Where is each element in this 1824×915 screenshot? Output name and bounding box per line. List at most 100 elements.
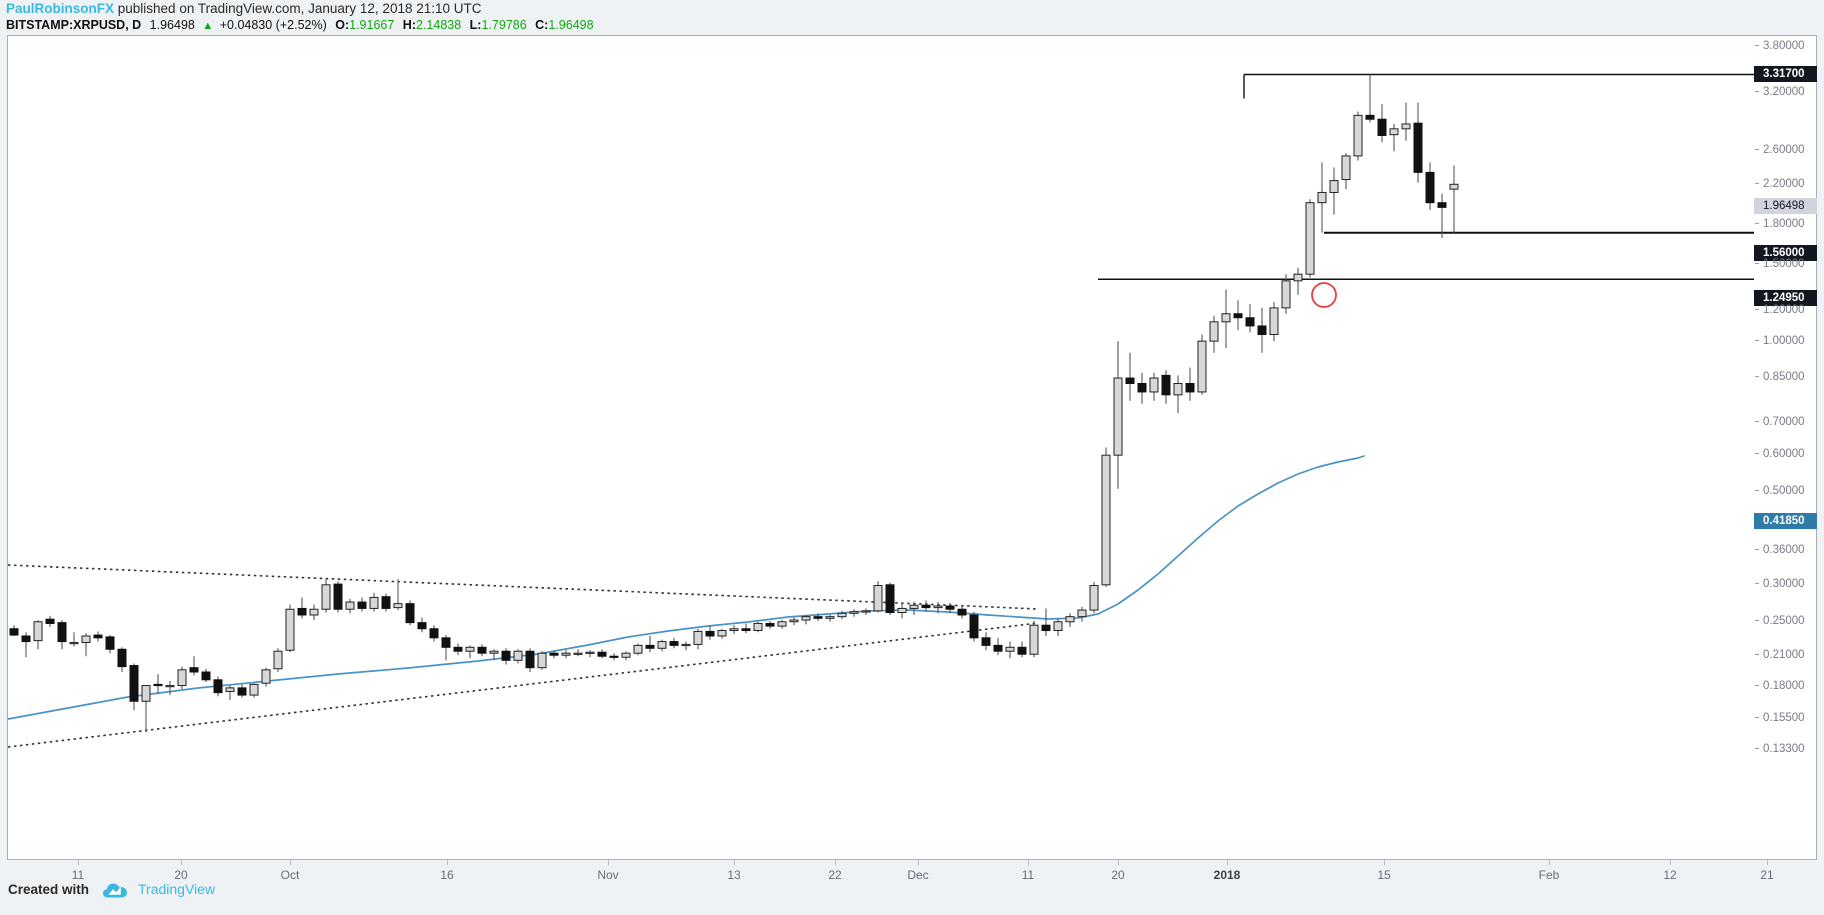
candle-body-down — [1017, 646, 1027, 655]
open-value: 1.91667 — [349, 18, 395, 32]
price-value: 3.20000 — [1763, 86, 1805, 98]
candle-body-down — [9, 628, 19, 636]
candle-body-down — [993, 644, 1003, 652]
candle-body-up — [1077, 609, 1087, 618]
candle-group — [9, 74, 1459, 733]
candlestick-svg — [8, 73, 1754, 748]
axis-tick-mark — [1755, 620, 1759, 621]
price-value: 0.25000 — [1763, 615, 1805, 627]
candle-body-up — [465, 646, 475, 652]
candle-body-up — [933, 605, 943, 609]
price-value: 0.13300 — [1763, 743, 1805, 755]
candle-body-down — [813, 616, 823, 619]
chart-plot-area[interactable] — [7, 35, 1754, 860]
candle-body-up — [621, 652, 631, 658]
candle-body-down — [333, 583, 343, 610]
moving-average-line — [8, 455, 1365, 720]
candle-body-down — [189, 667, 199, 673]
tradingview-brand-label[interactable]: TradingView — [138, 881, 216, 897]
candle-body-down — [501, 650, 511, 661]
price-axis-label: 0.15500 — [1754, 710, 1817, 726]
time-axis-label: 20 — [1111, 868, 1125, 882]
price-value: 1.56000 — [1763, 247, 1805, 259]
candle-body-up — [1305, 202, 1315, 275]
candle-body-up — [573, 652, 583, 655]
candle-body-down — [213, 679, 223, 694]
candle-body-down — [1245, 317, 1255, 327]
author-link[interactable]: PaulRobinsonFX — [6, 1, 114, 16]
candle-body-down — [1125, 377, 1135, 384]
time-axis-tick — [835, 860, 836, 865]
candle-body-up — [1329, 180, 1339, 193]
time-axis-label: 13 — [727, 868, 741, 882]
candle-body-down — [669, 641, 679, 646]
candle-body-up — [777, 621, 787, 627]
price-axis-label: 0.70000 — [1754, 414, 1817, 430]
price-axis-label: 3.80000 — [1754, 38, 1817, 54]
candle-body-down — [1413, 122, 1423, 173]
candle-body-down — [549, 652, 559, 656]
price-value: 0.50000 — [1763, 485, 1805, 497]
price-axis-label: 0.21000 — [1754, 647, 1817, 663]
price-value: 0.36000 — [1763, 544, 1805, 556]
candle-body-up — [261, 669, 271, 684]
candle-body-down — [969, 614, 979, 639]
time-axis-label: 20 — [174, 868, 188, 882]
candle-body-up — [1197, 340, 1207, 393]
candle-body-down — [237, 687, 247, 696]
candle-body-down — [1365, 114, 1375, 120]
price-axis-label: 1.80000 — [1754, 216, 1817, 232]
price-axis-label: 0.13300 — [1754, 741, 1817, 757]
symbol-label[interactable]: BITSTAMP:XRPUSD, D — [6, 18, 142, 32]
time-axis-tick — [1384, 860, 1385, 865]
price-value: 2.60000 — [1763, 144, 1805, 156]
candle-body-up — [1029, 624, 1039, 655]
time-axis-tick — [734, 860, 735, 865]
axis-tick-mark — [1755, 685, 1759, 686]
time-axis-tick — [1118, 860, 1119, 865]
axis-tick-mark — [1755, 453, 1759, 454]
close-value: 1.96498 — [548, 18, 594, 32]
candle-body-up — [1353, 114, 1363, 157]
candle-body-down — [453, 646, 463, 652]
price-axis-label-highlighted: 1.24950 — [1754, 290, 1817, 306]
candle-body-up — [1173, 382, 1183, 396]
candle-body-up — [825, 616, 835, 619]
time-axis[interactable]: 11 20 Oct 16 Nov 13 22 Dec 11 20 2018 15 Feb 12 21 — [7, 860, 1817, 887]
axis-tick-mark — [1755, 73, 1759, 74]
candle-body-down — [945, 605, 955, 610]
footer-attribution: Created with TradingView — [8, 878, 215, 900]
candle-body-up — [861, 610, 871, 613]
price-axis-label: 0.30000 — [1754, 576, 1817, 592]
breakdown-circle-marker[interactable] — [1311, 282, 1337, 308]
candle-body-down — [1377, 118, 1387, 136]
candle-body-up — [513, 650, 523, 661]
candle-body-down — [1161, 374, 1171, 396]
candle-body-up — [681, 643, 691, 647]
price-axis-label: 2.20000 — [1754, 176, 1817, 192]
time-axis-label: 21 — [1760, 868, 1774, 882]
candle-body-up — [837, 612, 847, 618]
price-value: 2.20000 — [1763, 178, 1805, 190]
candle-body-down — [705, 630, 715, 637]
candle-body-down — [981, 637, 991, 646]
price-axis-label: 0.50000 — [1754, 483, 1817, 499]
price-axis-label: 0.18000 — [1754, 678, 1817, 694]
candle-body-down — [1233, 313, 1243, 319]
candle-body-up — [1269, 307, 1279, 336]
time-axis-label: 11 — [71, 868, 85, 882]
candle-body-up — [369, 596, 379, 609]
axis-tick-mark — [1755, 520, 1759, 521]
candle-body-up — [693, 630, 703, 645]
price-axis-label-highlighted: 0.41850 — [1754, 513, 1817, 529]
time-axis-label: 12 — [1663, 868, 1677, 882]
price-value: 1.00000 — [1763, 335, 1805, 347]
candle-body-down — [765, 622, 775, 627]
triangle-up-icon: ▲ — [202, 20, 214, 32]
price-axis-label: 0.36000 — [1754, 542, 1817, 558]
price-axis[interactable]: 3.80000 3.31700 3.20000 2.60000 2.20000 1.964… — [1754, 35, 1817, 860]
candle-body-down — [1425, 171, 1435, 204]
candle-body-down — [57, 622, 67, 643]
candle-body-down — [429, 628, 439, 639]
